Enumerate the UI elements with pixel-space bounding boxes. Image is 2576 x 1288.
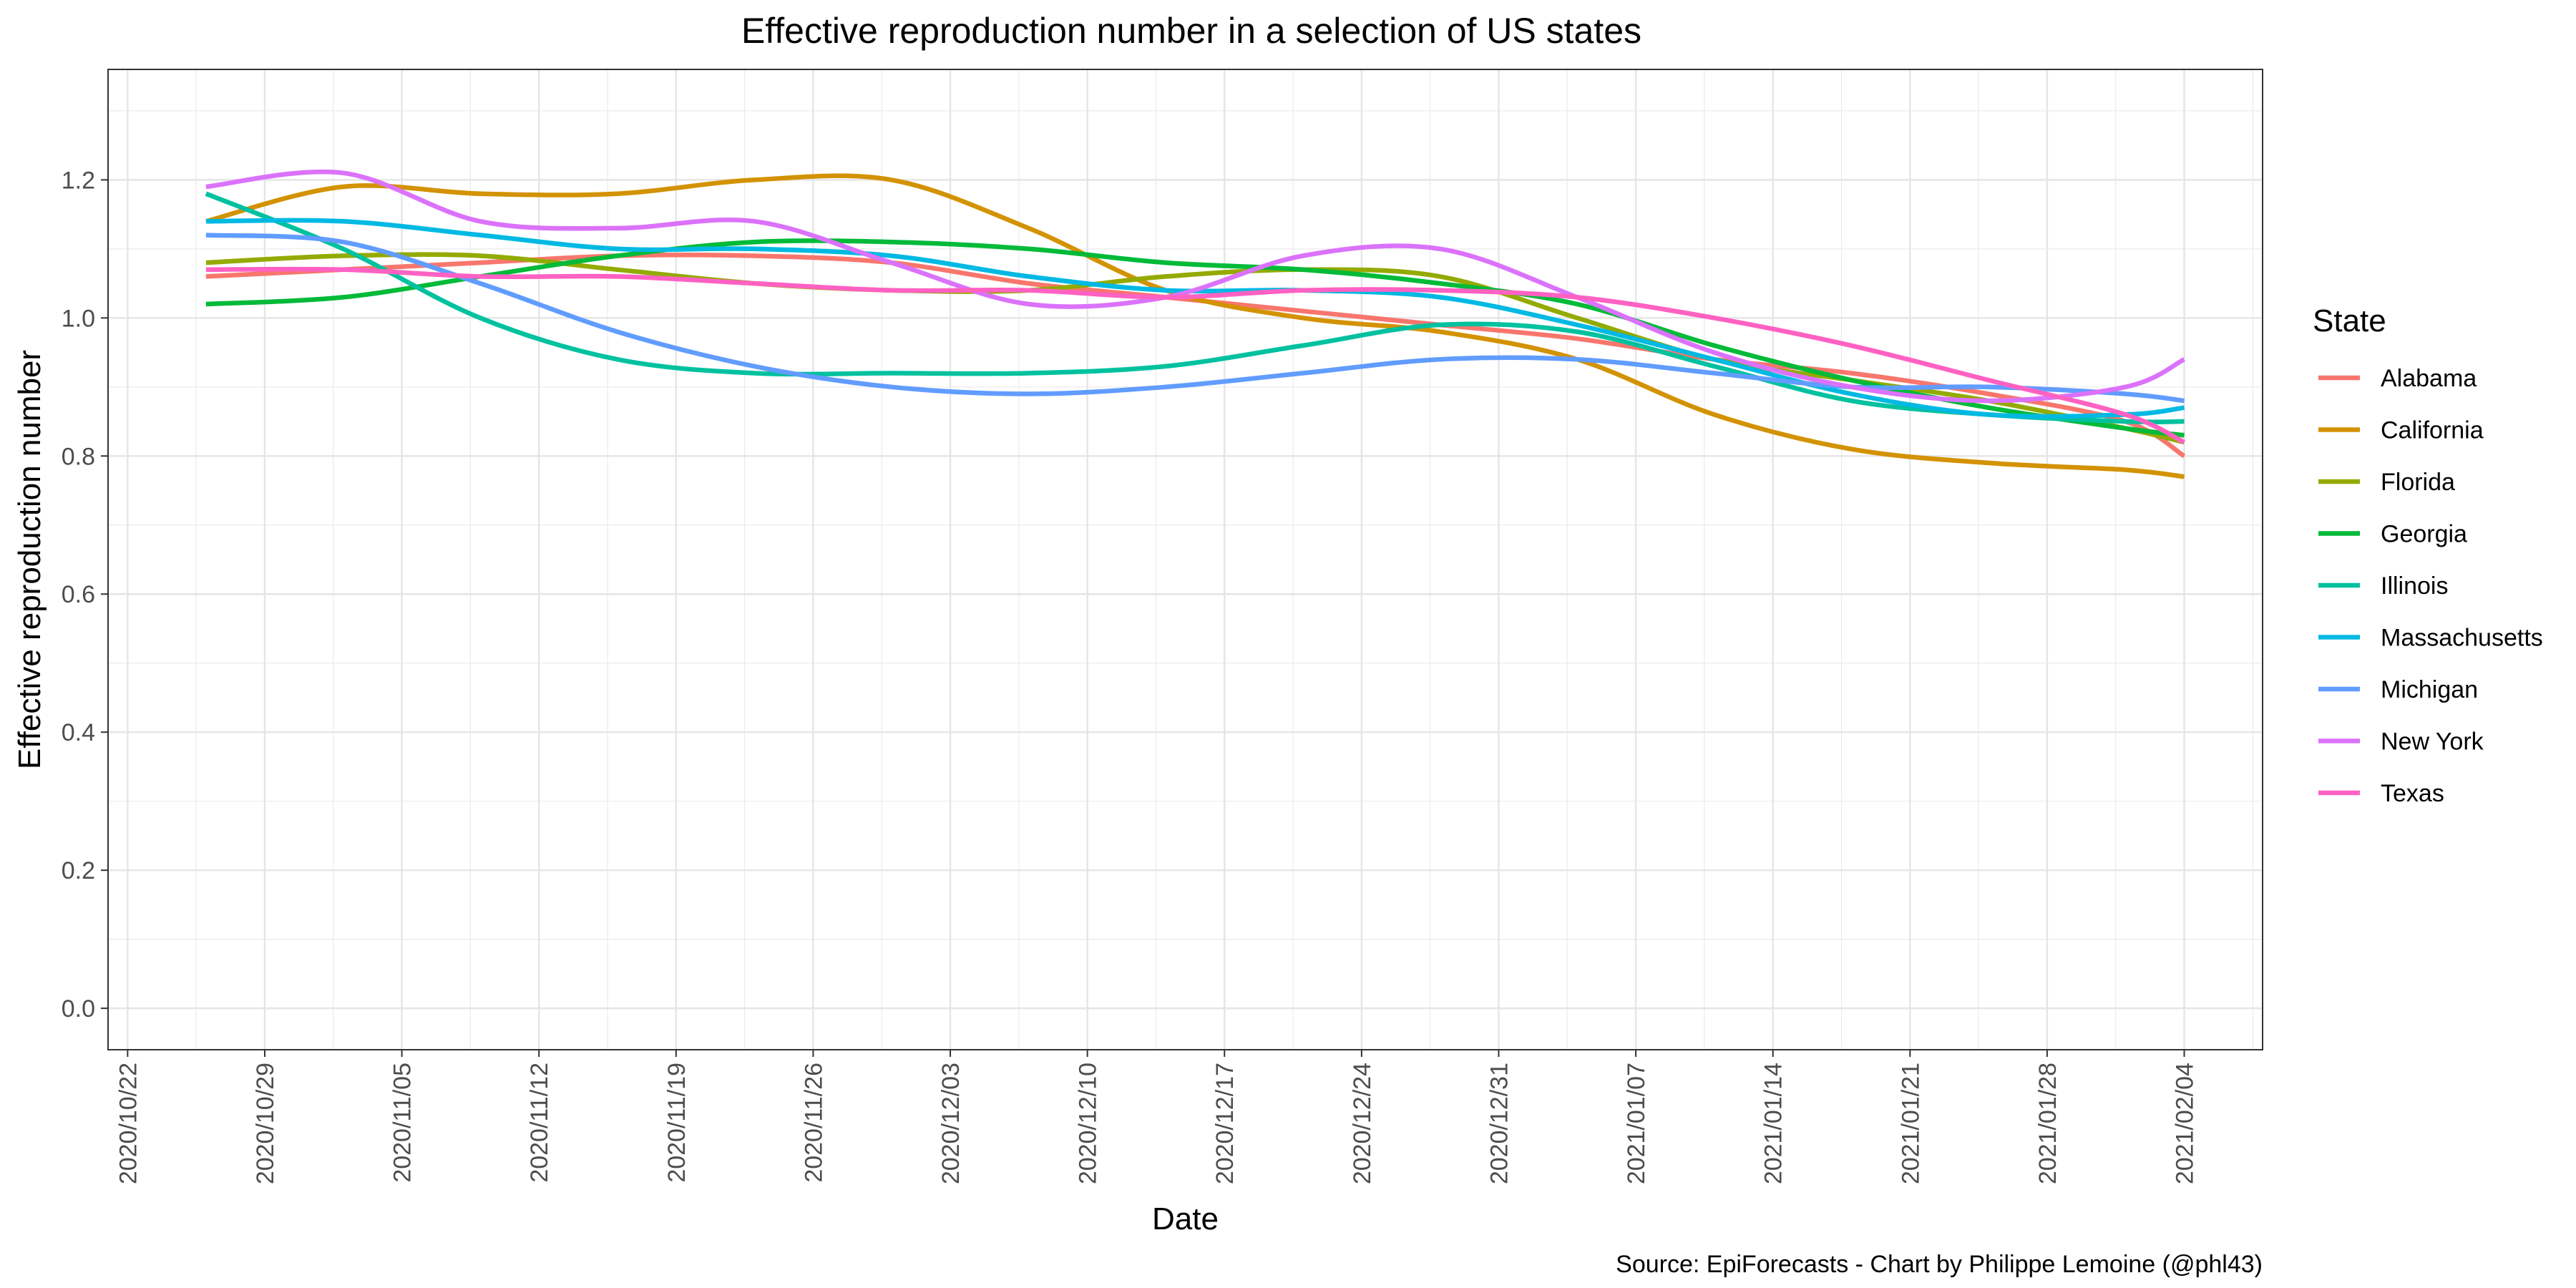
x-axis-title: Date	[1152, 1201, 1219, 1236]
legend-item-california: California	[2381, 417, 2484, 444]
y-tick-label: 1.0	[62, 305, 95, 332]
legend: State Alabama California Florida Georgia Ill…	[2313, 303, 2543, 807]
chart-caption: Source: EpiForecasts - Chart by Philippe…	[1616, 1251, 2263, 1278]
x-tick-label: 2020/11/12	[526, 1063, 553, 1183]
x-tick-label: 2020/12/17	[1211, 1063, 1239, 1184]
y-tick-label: 0.0	[62, 995, 95, 1023]
x-tick-label: 2020/12/10	[1075, 1063, 1102, 1184]
series-line-texas	[205, 266, 2185, 444]
legend-item-massachusetts: Massachusetts	[2381, 625, 2543, 652]
legend-item-illinois: Illinois	[2381, 572, 2448, 600]
x-tick-label: 2021/01/14	[1760, 1063, 1787, 1184]
series-line-california	[205, 173, 2185, 479]
legend-item-texas: Texas	[2381, 780, 2444, 807]
x-tick-label: 2020/12/24	[1349, 1063, 1376, 1184]
plot-panel	[108, 69, 2263, 1050]
x-tick-label: 2020/10/29	[252, 1063, 279, 1184]
x-tick-label: 2021/02/04	[2172, 1063, 2199, 1184]
y-axis-title: Effective reproduction number	[12, 350, 47, 769]
series-lines	[205, 169, 2186, 479]
legend-item-michigan: Michigan	[2381, 676, 2478, 703]
y-tick-label: 0.4	[62, 719, 95, 746]
x-axis: 2020/10/22 2020/10/29 2020/11/05 2020/11/12…	[114, 1050, 2199, 1184]
y-tick-label: 0.8	[62, 443, 95, 470]
x-tick-label: 2020/12/31	[1485, 1063, 1513, 1184]
y-axis: 0.0 0.2 0.4 0.6 0.8 1.0 1.2	[62, 167, 108, 1023]
x-tick-label: 2021/01/28	[2034, 1063, 2062, 1184]
series-line-michigan	[205, 233, 2185, 404]
x-tick-label: 2020/12/03	[937, 1063, 965, 1184]
chart-title: Effective reproduction number in a selec…	[741, 11, 1641, 51]
panel-border	[107, 69, 2263, 1050]
y-tick-label: 0.2	[62, 857, 95, 884]
legend-item-alabama: Alabama	[2381, 365, 2477, 392]
series-line-massachusetts	[205, 218, 2185, 419]
series-line-florida	[205, 252, 2185, 445]
y-tick-label: 0.6	[62, 581, 95, 608]
legend-item-georgia: Georgia	[2381, 521, 2467, 548]
series-line-illinois	[205, 191, 2185, 424]
x-tick-label: 2020/11/19	[663, 1063, 691, 1183]
x-tick-label: 2021/01/07	[1623, 1063, 1650, 1184]
y-tick-label: 1.2	[62, 167, 95, 194]
legend-item-new-york: New York	[2381, 728, 2484, 756]
x-tick-label: 2020/10/22	[114, 1063, 142, 1184]
grid-lines	[108, 69, 2263, 1050]
x-tick-label: 2020/11/05	[389, 1063, 416, 1183]
legend-title: State	[2313, 303, 2386, 338]
series-line-new-york	[205, 169, 2186, 404]
x-tick-label: 2021/01/21	[1897, 1063, 1924, 1184]
legend-item-florida: Florida	[2381, 469, 2455, 496]
x-tick-label: 2020/11/26	[800, 1063, 827, 1183]
